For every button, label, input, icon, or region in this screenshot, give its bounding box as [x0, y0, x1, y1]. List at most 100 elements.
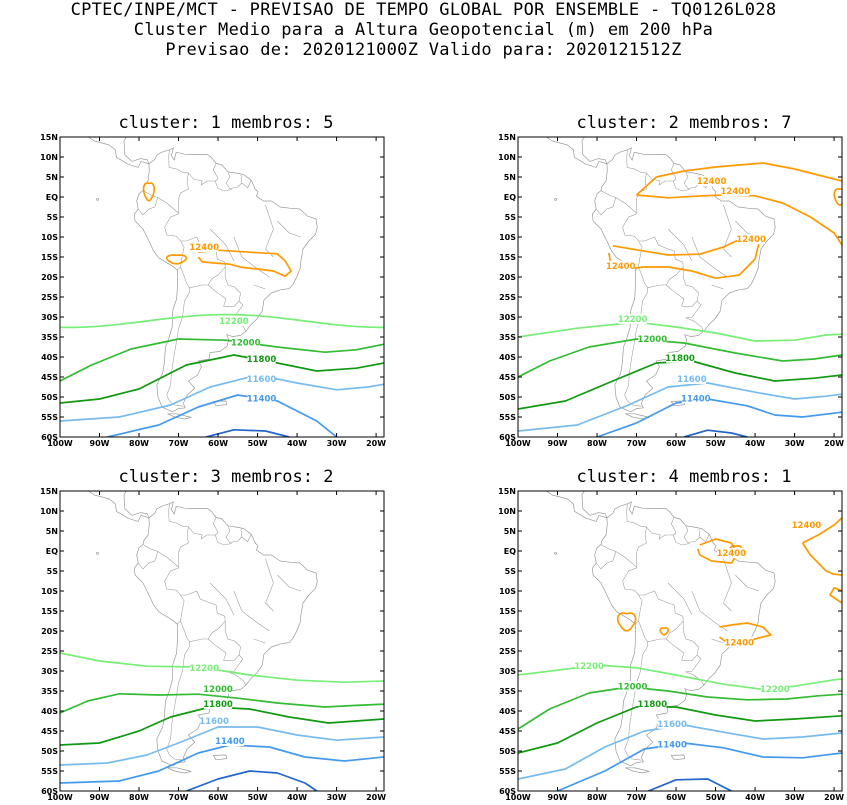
- lon-label: 30W: [327, 439, 347, 447]
- lat-label: 60S: [499, 787, 516, 796]
- lat-label: 5N: [504, 173, 516, 182]
- contour-label-bg: [247, 393, 276, 404]
- panel-title: cluster: 2 membros: 7: [576, 113, 792, 133]
- lon-label: 40W: [745, 439, 765, 447]
- country-border: [670, 517, 690, 546]
- map-frame: [59, 136, 385, 438]
- panel-cluster-2: cluster: 2 membros: 7 12400 12400 12400 124…: [484, 113, 847, 448]
- land-island: [96, 552, 99, 555]
- lat-label: 30S: [499, 313, 516, 322]
- lat-label: 5N: [46, 527, 58, 536]
- lat-label: 60S: [41, 787, 58, 796]
- contour-line-11400: [107, 394, 338, 437]
- lat-label: 35S: [499, 333, 516, 342]
- country-border: [227, 654, 246, 686]
- contour-label: 11400: [681, 394, 711, 404]
- lat-label: 45S: [41, 373, 58, 382]
- contour-label: 12400: [721, 187, 751, 197]
- header-line-2: Cluster Medio para a Altura Geopotencial…: [133, 20, 714, 40]
- contour-label-bg: [792, 520, 821, 530]
- contour-line-12000: [60, 692, 384, 714]
- contour-label-bg: [247, 354, 276, 364]
- land-coastline: [625, 767, 650, 774]
- lat-label: 5S: [47, 567, 59, 576]
- contour-label-bg: [658, 718, 687, 729]
- contour-label: 11600: [677, 375, 707, 385]
- lat-label: 40S: [499, 353, 516, 362]
- country-border: [180, 590, 226, 643]
- contour-label-bg: [190, 662, 219, 673]
- contour-line-12000: [518, 686, 842, 730]
- contour-line-12000: [60, 338, 384, 382]
- contour-line-11600: [60, 374, 384, 422]
- country-border: [164, 567, 185, 625]
- lon-label: 30W: [785, 439, 805, 447]
- country-border: [723, 204, 732, 258]
- lon-label: 60W: [208, 439, 228, 447]
- country-border: [622, 567, 643, 625]
- lat-label: 50S: [41, 747, 58, 756]
- contour-line-11200: [683, 429, 748, 437]
- country-border: [253, 638, 266, 644]
- contour-label: 12400: [717, 549, 747, 559]
- lat-label: 20S: [41, 627, 58, 636]
- contour-line-12400: [829, 586, 842, 604]
- contour-label-bg: [737, 234, 766, 244]
- country-border: [646, 526, 674, 540]
- contour-label: 12200: [760, 685, 790, 695]
- contour-label: 12400: [724, 638, 754, 648]
- contour-line-11600: [518, 382, 842, 432]
- land-coastline: [670, 754, 686, 761]
- contour-line-12200: [60, 652, 384, 684]
- country-border: [208, 267, 241, 307]
- land-coastline: [87, 137, 150, 168]
- contour-label: 12400: [189, 243, 219, 253]
- lon-label: 20W: [824, 439, 844, 447]
- header-line-3: Previsao de: 2020121000Z Valido para: 20…: [165, 40, 682, 60]
- land-coastline: [133, 501, 318, 767]
- lat-label: 55S: [41, 413, 58, 422]
- lat-label: 20S: [41, 273, 58, 282]
- country-border: [683, 525, 701, 543]
- lat-label: EQ: [504, 193, 516, 202]
- contour-label: 12000: [231, 338, 261, 348]
- lon-label: 70W: [627, 793, 647, 801]
- country-border: [666, 267, 699, 307]
- country-border: [265, 558, 274, 612]
- contour-label: 12400: [606, 262, 636, 272]
- contour-line-11400: [557, 742, 842, 791]
- lat-label: 50S: [41, 393, 58, 402]
- lon-label: 90W: [548, 793, 568, 801]
- lat-label: 5S: [505, 567, 517, 576]
- lat-label: 20S: [499, 627, 516, 636]
- panel-title: cluster: 3 membros: 2: [118, 467, 334, 487]
- contour-label: 11800: [203, 700, 233, 710]
- country-border: [711, 638, 724, 644]
- lon-label: 30W: [785, 793, 805, 801]
- lon-label: 90W: [90, 439, 110, 447]
- country-border: [188, 526, 216, 540]
- contour-label-bg: [575, 660, 604, 671]
- lat-label: 60S: [499, 433, 516, 442]
- lat-label: 45S: [499, 373, 516, 382]
- country-border: [685, 654, 704, 686]
- map-svg: 12400 12200 12000 11800 11600 11400 15N 10N 5N EQ…: [40, 133, 386, 448]
- country-border: [666, 621, 699, 661]
- lon-label: 80W: [129, 439, 149, 447]
- country-border: [166, 287, 190, 407]
- lat-label: 50S: [499, 393, 516, 402]
- contour-label-bg: [618, 314, 647, 324]
- contour-label-bg: [666, 352, 694, 363]
- panel-cluster-3: cluster: 3 membros: 2 12200 12000 11800 116…: [26, 467, 426, 802]
- lat-label: 55S: [499, 767, 516, 776]
- contour-line-12400: [635, 162, 842, 196]
- lon-label: 50W: [248, 793, 268, 801]
- contour-label: 12000: [203, 685, 233, 695]
- lat-label: EQ: [46, 193, 58, 202]
- lat-label: 35S: [41, 333, 58, 342]
- country-border: [595, 197, 616, 216]
- lat-label: 35S: [499, 687, 516, 696]
- lat-label: 20S: [499, 273, 516, 282]
- lat-label: EQ: [46, 547, 58, 556]
- contour-label: 12000: [638, 335, 668, 345]
